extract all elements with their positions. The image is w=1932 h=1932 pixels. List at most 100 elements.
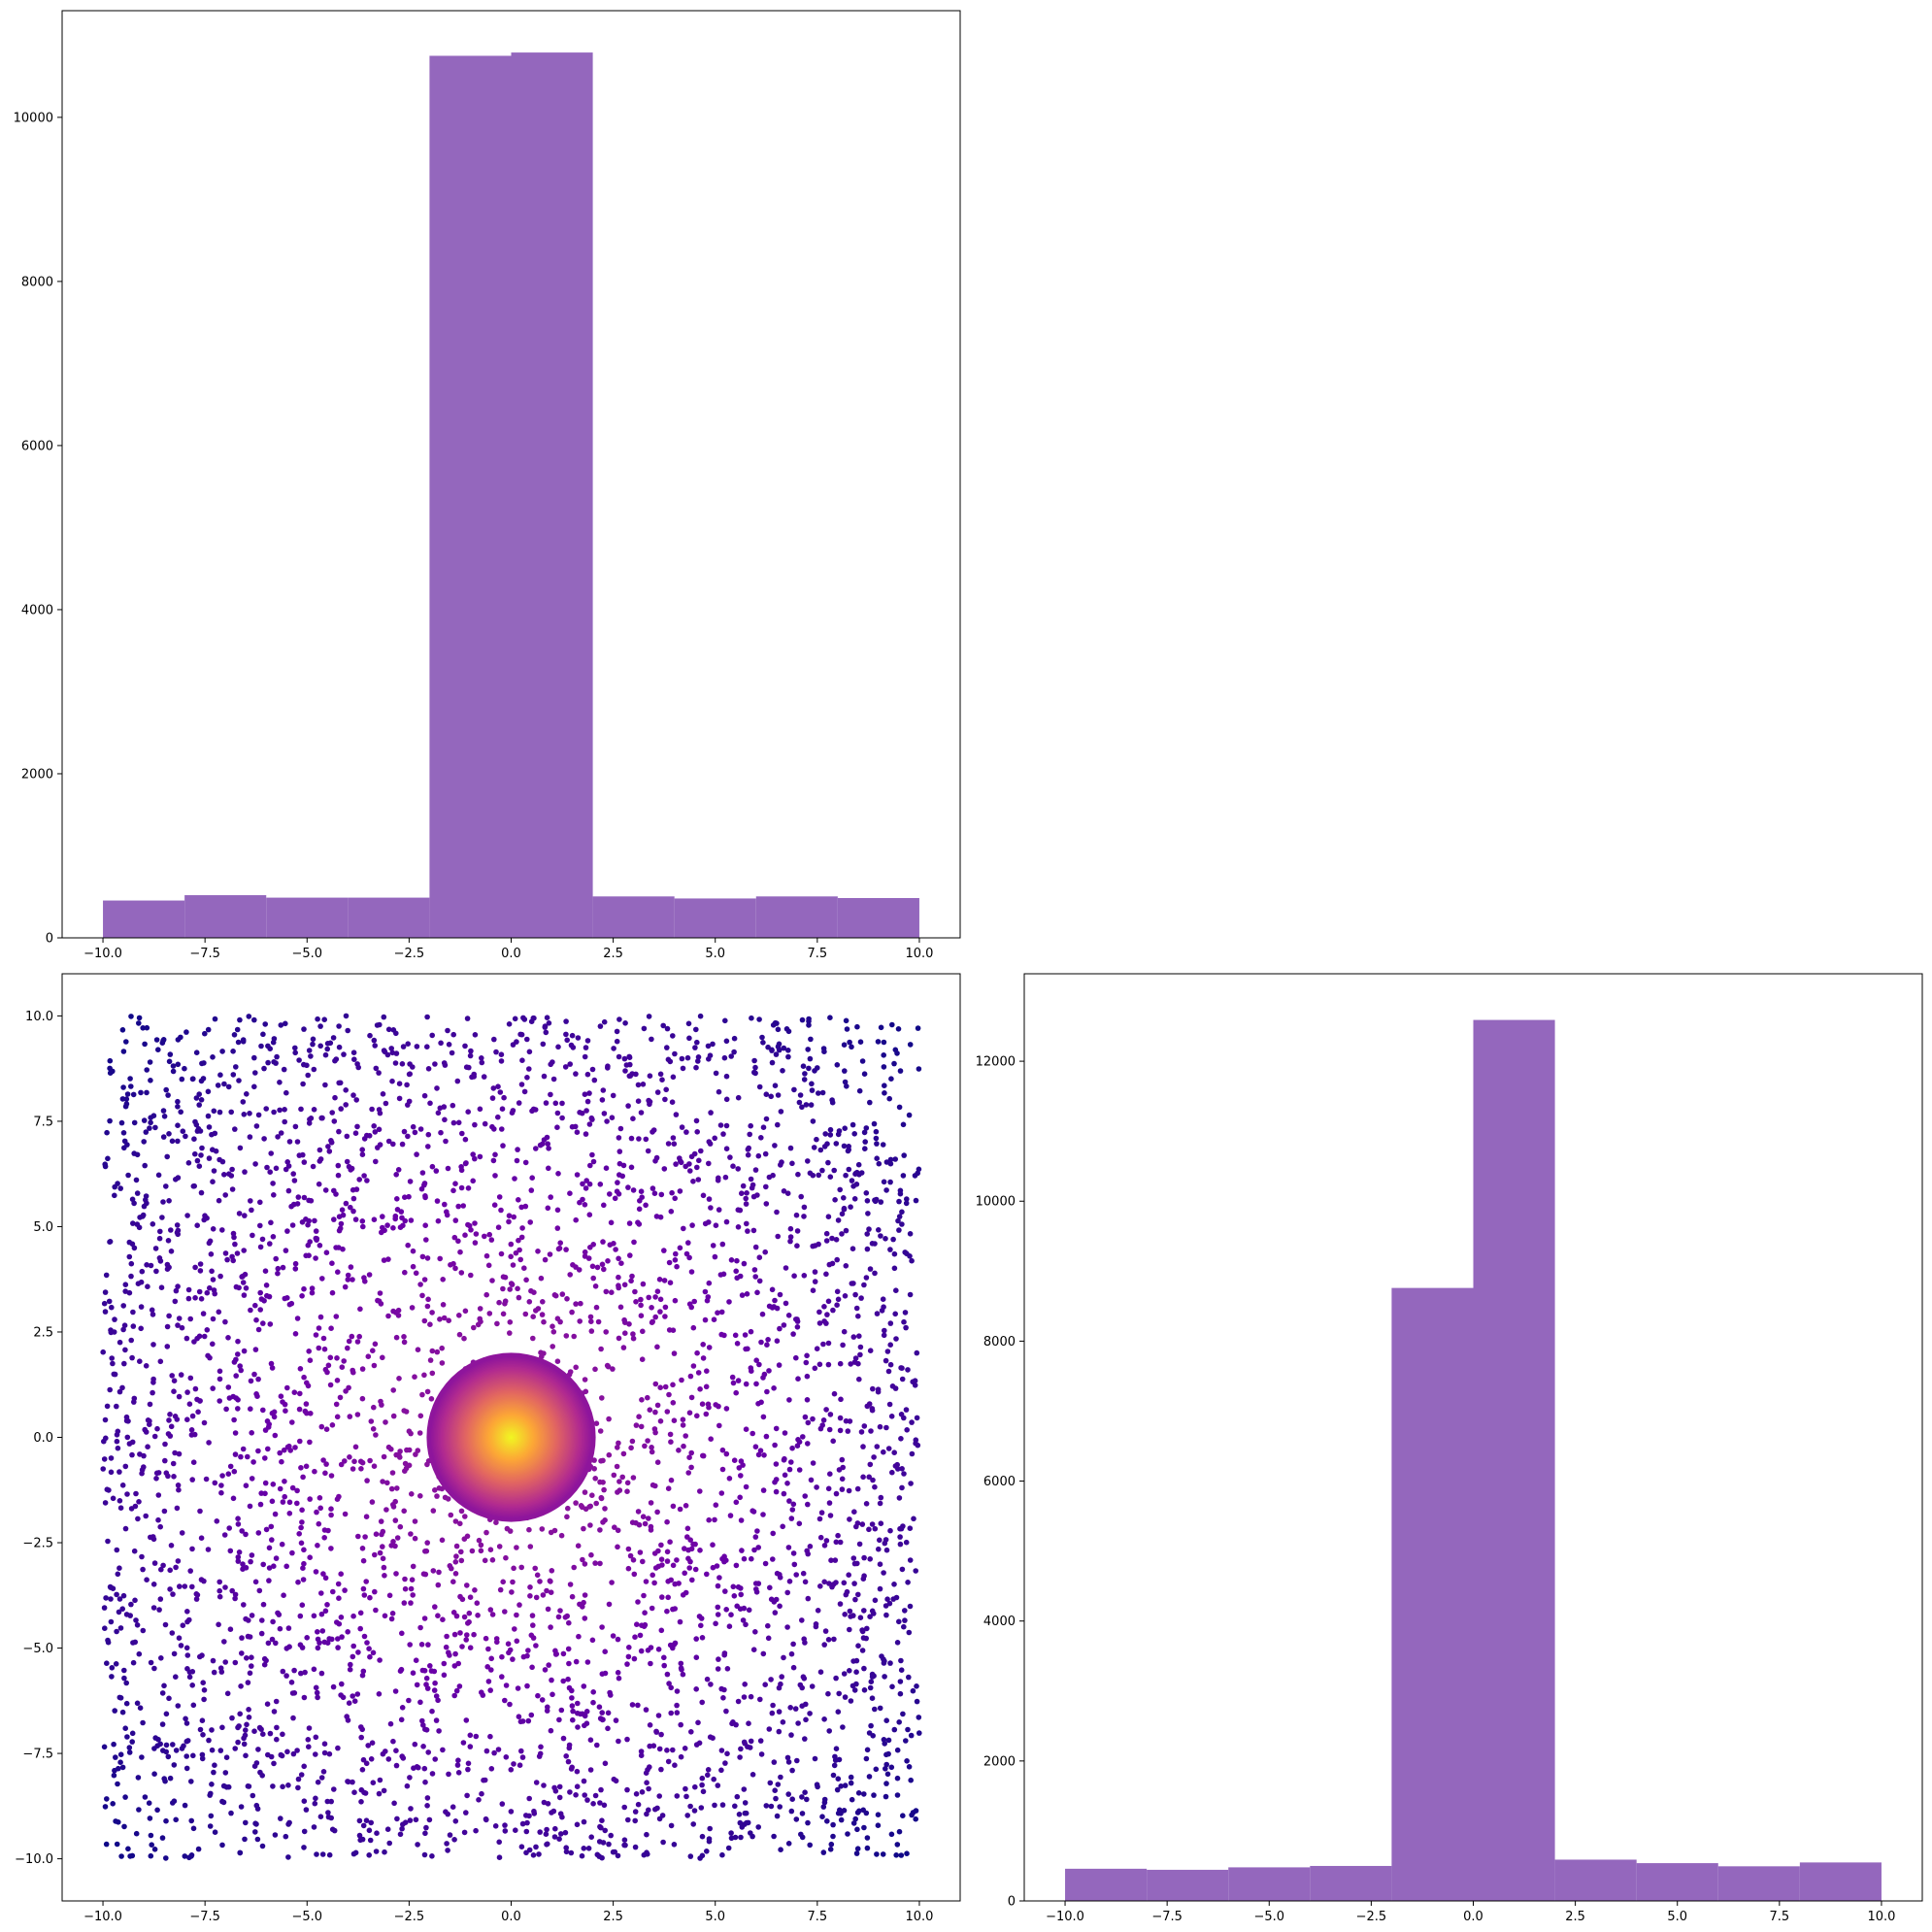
scatter-bottom-left-point bbox=[359, 1366, 366, 1372]
scatter-bottom-left-point bbox=[575, 1700, 581, 1707]
scatter-bottom-left-point bbox=[642, 1443, 648, 1449]
scatter-bottom-left-point bbox=[532, 1107, 539, 1113]
scatter-bottom-left-point bbox=[713, 1502, 719, 1508]
scatter-bottom-left-point bbox=[350, 1613, 356, 1619]
scatter-bottom-left-point bbox=[809, 1081, 815, 1087]
scatter-bottom-left-point bbox=[304, 1380, 310, 1386]
scatter-bottom-left-point bbox=[231, 1359, 238, 1365]
scatter-bottom-left-point bbox=[563, 1247, 569, 1252]
scatter-bottom-left-point bbox=[136, 1015, 143, 1021]
scatter-bottom-left-point bbox=[462, 1136, 469, 1143]
scatter-bottom-left-point bbox=[887, 1160, 894, 1167]
scatter-bottom-left-point bbox=[491, 1749, 497, 1756]
scatter-bottom-left-point bbox=[160, 1134, 167, 1140]
scatter-bottom-left-point bbox=[775, 1782, 782, 1787]
scatter-bottom-left-point bbox=[547, 1251, 553, 1257]
scatter-bottom-left-point bbox=[237, 1849, 244, 1856]
scatter-bottom-left-point bbox=[873, 1135, 880, 1142]
scatter-bottom-left-point bbox=[564, 1296, 570, 1302]
scatter-bottom-left-point bbox=[851, 1509, 857, 1515]
scatter-bottom-left-point bbox=[891, 1060, 897, 1067]
scatter-bottom-left-point bbox=[166, 1417, 172, 1423]
scatter-bottom-left-point bbox=[680, 1671, 686, 1678]
scatter-bottom-left-point bbox=[473, 1827, 479, 1834]
scatter-bottom-left-point bbox=[165, 1238, 172, 1244]
scatter-bottom-left-point bbox=[282, 1479, 287, 1484]
scatter-bottom-left-point bbox=[530, 1635, 537, 1641]
scatter-bottom-left-point bbox=[841, 1808, 848, 1814]
scatter-bottom-left-point bbox=[380, 1555, 386, 1562]
hist-bottom-right-bar bbox=[1065, 1868, 1148, 1901]
scatter-bottom-left-point bbox=[102, 1500, 109, 1506]
scatter-bottom-left-point bbox=[465, 1109, 472, 1115]
scatter-bottom-left-point bbox=[306, 1744, 312, 1749]
scatter-bottom-left-point bbox=[775, 1092, 782, 1098]
scatter-bottom-left-point bbox=[144, 1024, 150, 1031]
scatter-bottom-left-point bbox=[864, 1625, 870, 1632]
scatter-bottom-left-point bbox=[581, 1683, 587, 1689]
scatter-bottom-left-point bbox=[336, 1128, 342, 1135]
scatter-bottom-left-point bbox=[559, 1291, 566, 1297]
scatter-bottom-left-point bbox=[763, 1091, 770, 1097]
scatter-bottom-left-point bbox=[837, 1427, 844, 1434]
scatter-bottom-left-point bbox=[360, 1585, 367, 1592]
scatter-bottom-left-point bbox=[458, 1164, 464, 1170]
scatter-bottom-left-point bbox=[719, 1466, 726, 1473]
scatter-bottom-left-point bbox=[724, 1750, 730, 1757]
scatter-bottom-left-point bbox=[548, 1579, 553, 1584]
scatter-bottom-left-point bbox=[718, 1767, 724, 1774]
scatter-bottom-left-point bbox=[888, 1414, 895, 1419]
scatter-bottom-left-point bbox=[864, 1231, 870, 1237]
scatter-bottom-left-point bbox=[662, 1096, 668, 1103]
scatter-bottom-left-point bbox=[781, 1654, 786, 1661]
scatter-bottom-left-point bbox=[715, 1310, 720, 1316]
hist-bottom-right-bar bbox=[1147, 1869, 1229, 1901]
scatter-bottom-left-point bbox=[363, 1760, 370, 1767]
scatter-bottom-left-point bbox=[628, 1164, 635, 1171]
scatter-bottom-left-point bbox=[424, 1803, 430, 1809]
scatter-bottom-left-point bbox=[823, 1407, 829, 1413]
scatter-bottom-left-point bbox=[587, 1737, 594, 1743]
scatter-bottom-left-point bbox=[360, 1756, 367, 1763]
scatter-bottom-left-point bbox=[891, 1582, 897, 1587]
scatter-bottom-left-point bbox=[419, 1667, 426, 1674]
scatter-bottom-left-point bbox=[126, 1749, 133, 1755]
scatter-bottom-left-point bbox=[217, 1593, 223, 1600]
scatter-bottom-left-point bbox=[673, 1161, 679, 1167]
scatter-bottom-left-point bbox=[664, 1748, 670, 1753]
scatter-bottom-left-point bbox=[550, 1691, 555, 1698]
scatter-bottom-left-point bbox=[853, 1669, 859, 1675]
scatter-bottom-left-point bbox=[867, 1461, 874, 1468]
scatter-bottom-left-point bbox=[377, 1290, 383, 1296]
scatter-bottom-left-point bbox=[158, 1566, 164, 1573]
scatter-bottom-left-point bbox=[710, 1542, 716, 1548]
scatter-bottom-left-point bbox=[894, 1775, 901, 1782]
scatter-bottom-left-point bbox=[857, 1351, 863, 1358]
scatter-bottom-left-point bbox=[490, 1085, 497, 1091]
scatter-bottom-left-point bbox=[354, 1061, 360, 1067]
scatter-bottom-left-point bbox=[291, 1667, 297, 1674]
scatter-bottom-left-point bbox=[331, 1786, 337, 1792]
scatter-bottom-left-point bbox=[800, 1063, 807, 1069]
scatter-bottom-left-point bbox=[359, 1147, 366, 1152]
scatter-bottom-left-point bbox=[117, 1505, 124, 1511]
scatter-bottom-left-point bbox=[399, 1061, 406, 1067]
scatter-bottom-left-point bbox=[745, 1147, 751, 1152]
scatter-bottom-left-point bbox=[639, 1356, 646, 1362]
hist-top-left-bar bbox=[266, 897, 349, 938]
scatter-bottom-left-point bbox=[558, 1707, 565, 1714]
scatter-bottom-left-point bbox=[888, 1764, 895, 1771]
scatter-bottom-left-point bbox=[210, 1054, 216, 1060]
scatter-bottom-left-point bbox=[869, 1406, 876, 1412]
scatter-bottom-left-point bbox=[320, 1571, 326, 1577]
scatter-bottom-left-xtick-label: −2.5 bbox=[394, 1910, 425, 1924]
scatter-bottom-left-point bbox=[314, 1509, 319, 1516]
scatter-bottom-left-point bbox=[367, 1594, 373, 1601]
hist-bottom-right-xtick-label: −5.0 bbox=[1253, 1910, 1284, 1924]
scatter-bottom-left-point bbox=[402, 1269, 408, 1276]
scatter-bottom-left-point bbox=[260, 1320, 266, 1326]
scatter-bottom-left-point bbox=[322, 1082, 328, 1088]
scatter-bottom-left-point bbox=[372, 1129, 379, 1135]
scatter-bottom-left-point bbox=[846, 1572, 851, 1578]
scatter-bottom-left-point bbox=[812, 1243, 818, 1249]
